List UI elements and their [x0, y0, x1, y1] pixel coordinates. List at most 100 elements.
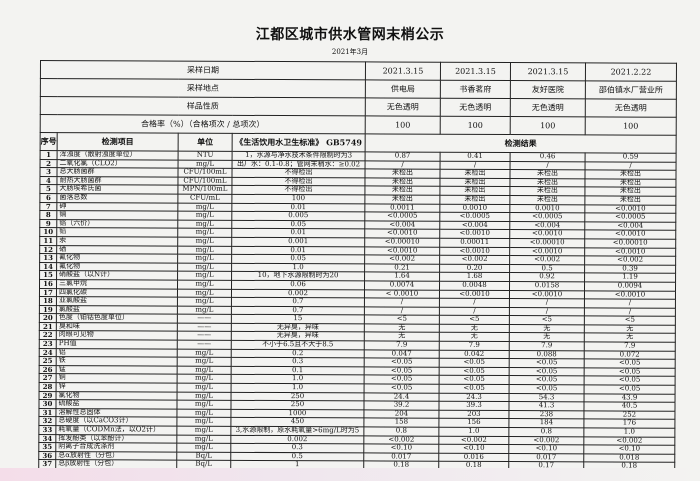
result-cell: <5	[439, 315, 510, 325]
unit-cell: mg/L	[177, 271, 232, 281]
sample-nature-label: 样品性质	[40, 96, 366, 116]
seq-cell: 8	[39, 210, 57, 220]
result-cell: 0.0048	[439, 281, 510, 291]
result-cell: 158	[363, 418, 439, 428]
result-cell: <0.05	[584, 359, 676, 369]
result-cell: 54.3	[509, 393, 585, 403]
result-cell: /	[365, 160, 441, 170]
result-cell: <0.05	[584, 384, 676, 394]
seq-cell: 26	[39, 365, 57, 375]
result-cell: 0.00011	[439, 238, 510, 248]
result-cell: <0.05	[439, 367, 510, 376]
result-cell: <5	[584, 316, 676, 326]
seq-cell: 10	[39, 227, 57, 237]
result-cell: 204	[363, 409, 439, 419]
result-cell: 184	[508, 418, 584, 428]
result-cell: <0.0005	[439, 212, 510, 222]
result-cell: 0.8	[508, 427, 584, 437]
result-cell: /	[364, 298, 440, 307]
unit-cell: mg/L	[177, 254, 232, 264]
unit-cell: CFU/100mL	[177, 176, 232, 186]
date-cell: 2021.3.15	[440, 62, 511, 81]
result-cell: 未检出	[584, 170, 677, 180]
unit-cell: NTU	[178, 151, 233, 160]
unit-cell: Bq/L	[176, 451, 231, 461]
item-cell: PH值	[56, 339, 178, 349]
date-cell: 2021.2.22	[585, 62, 677, 82]
result-cell: 7.9	[364, 340, 440, 350]
result-cell: 无	[439, 324, 510, 334]
pass-rate-label: 合格率（%）（合格项次 / 总项次）	[40, 114, 366, 134]
result-cell: <0.0010	[509, 229, 585, 239]
item-cell: 四氯化碳	[56, 288, 178, 298]
seq-cell: 25	[39, 356, 57, 366]
result-cell: <0.05	[364, 383, 440, 393]
result-cell: <0.0010	[584, 204, 676, 214]
site-cell: 供电局	[365, 79, 441, 99]
result-cell: <0.05	[439, 384, 510, 394]
col-std-header: 《生活饮用水卫生标准》 GB5749	[232, 133, 366, 152]
result-cell: 无	[364, 323, 440, 333]
pass-rate-cell: 100	[585, 116, 677, 136]
result-cell: <0.002	[508, 436, 584, 446]
result-cell: <0.10	[363, 444, 439, 454]
result-cell: <0.05	[509, 367, 585, 377]
seq-cell: 7	[39, 202, 57, 211]
result-cell: 1.0	[583, 427, 675, 437]
result-cell: /	[509, 307, 585, 317]
result-cell: /	[584, 298, 676, 308]
item-cell: 总α放射性（分包）	[55, 451, 177, 461]
result-cell: 0.59	[585, 152, 677, 162]
seq-cell: 9	[39, 219, 57, 228]
item-cell: 亚氯酸盐	[56, 296, 178, 306]
seq-cell: 28	[39, 382, 57, 392]
standard-cell: 1，水源与净水技术条件限制时为3	[232, 151, 366, 161]
result-cell: 0.088	[509, 350, 585, 360]
result-cell: 未检出	[584, 195, 676, 205]
seq-cell: 36	[38, 451, 56, 460]
item-cell: 臭和味	[56, 322, 178, 332]
col-unit-header: 单位	[178, 133, 233, 152]
unit-cell: mg/L	[177, 365, 232, 375]
result-cell: /	[584, 307, 676, 317]
item-cell: 氰化物	[56, 253, 178, 263]
item-cell: 色度（铂钴色度单位）	[56, 313, 178, 323]
result-cell: 无	[584, 324, 676, 334]
result-cell: <0.05	[364, 366, 440, 376]
result-cell: <0.00010	[509, 238, 585, 248]
result-cell: <0.002	[584, 256, 676, 265]
unit-cell: mg/L	[176, 408, 231, 418]
result-cell: 未检出	[509, 195, 585, 205]
site-cell: 书香茗府	[440, 80, 511, 99]
result-cell: 0.042	[439, 349, 510, 359]
unit-cell: mg/L	[176, 434, 231, 444]
result-cell: 0.017	[508, 453, 584, 463]
result-cell: 0.018	[583, 453, 675, 463]
seq-cell: 1	[40, 150, 58, 160]
result-cell: 0.0158	[509, 281, 585, 291]
seq-cell: 12	[39, 245, 57, 254]
result-cell: 24.4	[364, 392, 440, 402]
seq-cell: 27	[39, 373, 57, 383]
result-cell: 无	[584, 333, 676, 343]
unit-cell: mg/L	[177, 219, 232, 229]
result-cell: <0.002	[583, 436, 675, 446]
result-cell: <0.05	[509, 375, 585, 385]
seq-cell: 14	[39, 262, 57, 271]
item-cell: 总大肠菌群	[56, 167, 179, 177]
unit-cell: MPN/100mL	[177, 185, 232, 195]
result-cell: <0.004	[439, 220, 510, 230]
result-cell: 0.46	[510, 152, 586, 162]
unit-cell: mg/L	[177, 211, 232, 221]
date-cell: 2021.3.15	[365, 61, 441, 81]
item-cell: 肉眼可见物	[56, 331, 178, 341]
result-cell: < 0.0010	[364, 289, 440, 299]
unit-cell: mg/L	[177, 202, 232, 212]
result-cell: 0.41	[440, 152, 511, 162]
result-cell: 0.0010	[509, 204, 585, 214]
result-cell: <0.05	[364, 375, 440, 385]
seq-cell: 24	[39, 348, 57, 357]
result-cell: /	[510, 161, 586, 171]
unit-cell: mg/L	[178, 159, 233, 169]
result-cell: 无	[439, 332, 510, 342]
